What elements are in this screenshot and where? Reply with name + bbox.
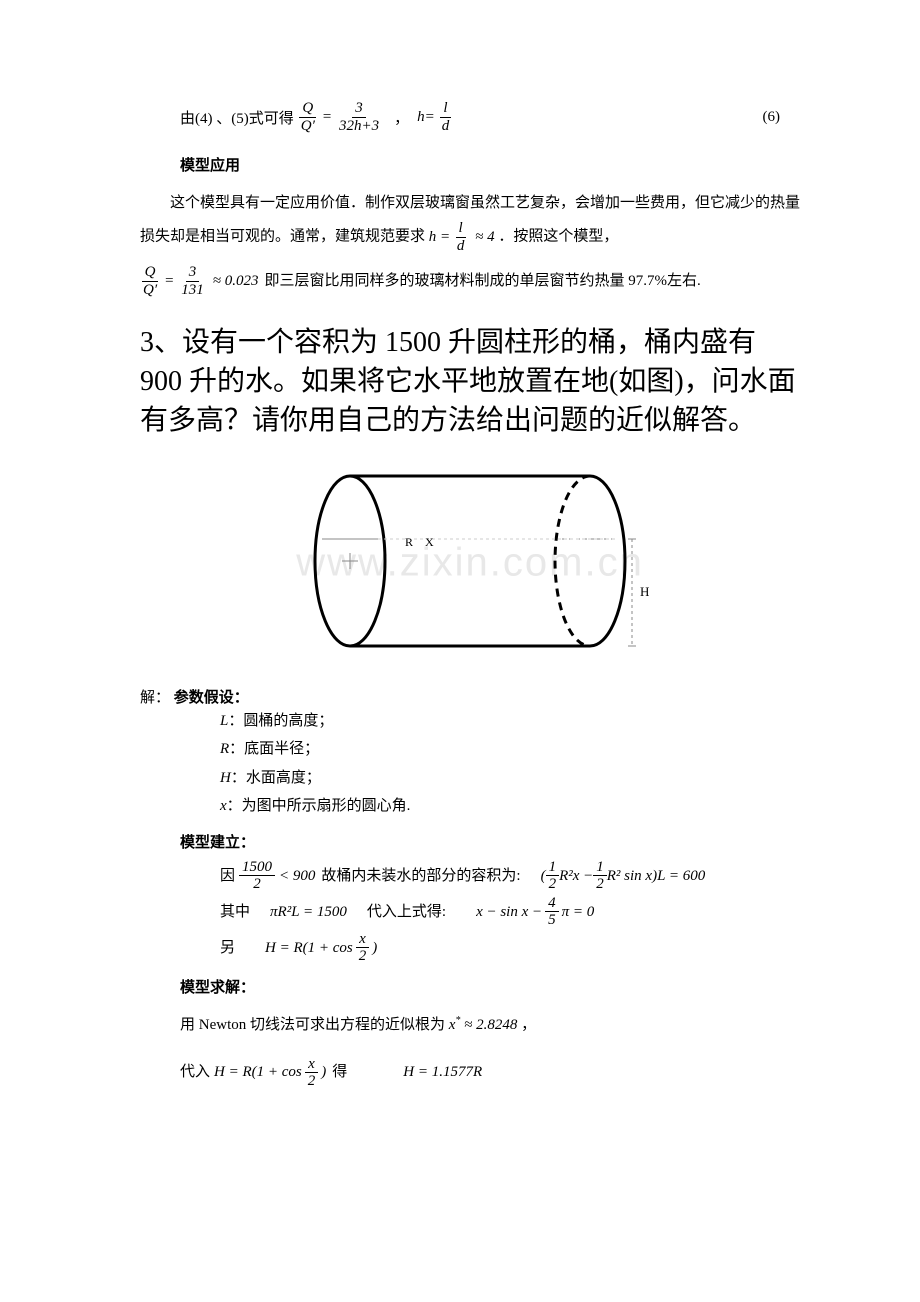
label-H: H: [640, 584, 649, 599]
frac-den: Q′: [298, 118, 318, 135]
label-R: R: [405, 535, 413, 549]
label-X: X: [425, 535, 434, 549]
frac-den: d: [454, 238, 468, 255]
solve-line2: 代入 H = R(1 + cos x 2 ) 得 H = 1.1577R: [180, 1056, 800, 1090]
line1-prefix: 由(4) 、(5)式可得: [180, 107, 294, 128]
cylinder-svg: R X H: [280, 461, 660, 661]
para1-text2: ．按照这个模型，: [498, 228, 618, 244]
approx: ≈ 4: [475, 221, 494, 254]
frac-num: Q: [142, 264, 159, 282]
para1-text: 这个模型具有一定应用价值．制作双层玻璃窗虽然工艺复杂，会增加一些费用，但它减少的…: [140, 195, 800, 244]
param-title: 参数假设：: [174, 690, 249, 706]
frac-den: d: [439, 118, 453, 135]
sep: ，: [394, 107, 409, 128]
para2-text: 即三层窗比用同样多的玻璃材料制成的单层窗节约热量 97.7%左右.: [264, 266, 700, 296]
pre: 因: [220, 858, 235, 894]
frac-den: 131: [178, 282, 207, 299]
frac-num: 3: [352, 100, 366, 118]
solve-line1: 用 Newton 切线法可求出方程的近似根为 x* ≈ 2.8248 ，: [180, 1009, 800, 1042]
frac-den: Q′: [140, 282, 160, 299]
approx: ≈ 0.023: [213, 266, 259, 296]
var-R: R: [220, 741, 229, 757]
cylinder-figure: www.zixin.com.cn R X H: [140, 461, 800, 666]
equation-line-6: 由(4) 、(5)式可得 Q Q′ = 3 32h+3 ， h = l d (6…: [140, 100, 800, 134]
solution-block: 解： 参数假设：: [140, 686, 800, 707]
var-H: H: [220, 770, 231, 786]
frac-num: Q: [299, 100, 316, 118]
frac-num: l: [456, 220, 466, 238]
paragraph-ratio: Q Q′ = 3 131 ≈ 0.023 即三层窗比用同样多的玻璃材料制成的单层…: [140, 264, 800, 298]
frac-num: l: [440, 100, 450, 118]
var-x: x: [220, 798, 227, 814]
h-var: h: [429, 221, 437, 254]
frac-num: 3: [186, 264, 200, 282]
build-title: 模型建立：: [180, 831, 800, 852]
problem-3-title: 3、设有一个容积为 1500 升圆柱形的桶，桶内盛有 900 升的水。如果将它水…: [140, 323, 800, 441]
var-L: L: [220, 713, 228, 729]
frac-den: 32h+3: [336, 118, 382, 135]
solve-title: 模型求解：: [180, 976, 800, 997]
equation-number: (6): [763, 109, 781, 126]
h-var: h: [417, 109, 425, 126]
paragraph-application: 这个模型具有一定应用价值．制作双层玻璃窗虽然工艺复杂，会增加一些费用，但它减少的…: [140, 187, 800, 254]
build-equations: 因 1500 2 < 900 故桶内未装水的部分的容积为: ( 12 R²x −…: [220, 858, 800, 966]
param-list: L：圆桶的高度； R：底面半径； H：水面高度； x：为图中所示扇形的圆心角.: [220, 707, 800, 821]
section-model-application: 模型应用: [180, 154, 800, 175]
solve-prefix: 解：: [140, 690, 170, 706]
